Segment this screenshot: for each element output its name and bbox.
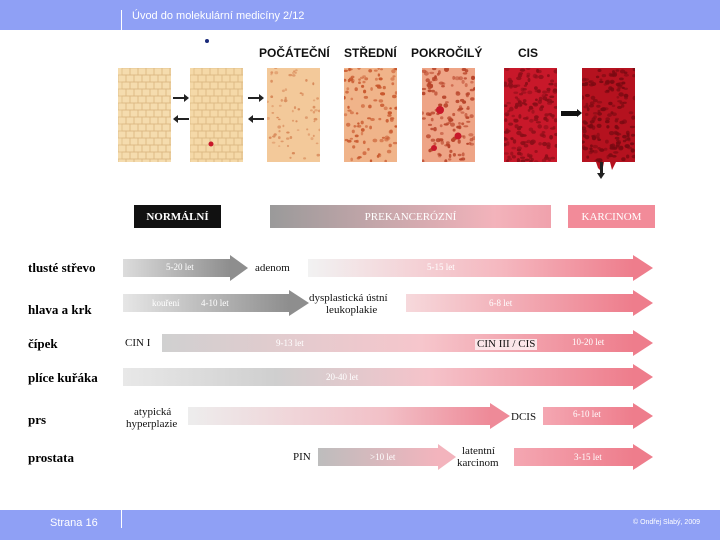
tissue-image-normal-2 — [190, 68, 243, 162]
footer-divider — [121, 510, 122, 528]
arrow-right-icon — [248, 94, 264, 102]
stage-label-cis: CIS — [518, 46, 539, 60]
interval-label: 3-15 let — [574, 452, 602, 462]
interval-label: 10-20 let — [572, 337, 605, 347]
progression-arrow — [123, 364, 653, 390]
progression-arrow — [308, 255, 653, 281]
interval-label: 20-40 let — [326, 372, 359, 382]
tissue-image-advanced — [422, 68, 475, 162]
interval-label: 9-13 let — [276, 338, 304, 348]
invasion-arrow-icon — [597, 162, 605, 179]
row-label-breast: prs — [28, 412, 47, 427]
stage-atypical-1: atypická — [134, 406, 172, 418]
phase-normal: NORMÁLNÍ — [134, 205, 221, 228]
stage-dcis: DCIS — [511, 411, 537, 423]
interval-label: 6-8 let — [489, 298, 513, 308]
stage-leukoplakia-2: leukoplakie — [326, 304, 378, 316]
risk-factor-label: kouření — [152, 298, 180, 308]
progression-arrow — [188, 403, 510, 429]
slide-header-title: Úvod do molekulární medicíny 2/12 — [132, 10, 305, 22]
arrow-left-icon — [248, 115, 264, 123]
progression-arrow — [318, 444, 456, 470]
stage-label-advanced: POKROČILÝ — [411, 46, 483, 60]
stage-latent-1: latentní — [462, 445, 495, 457]
phase-carcinoma: KARCINOM — [568, 205, 655, 228]
row-label-colon: tlusté střevo — [28, 260, 96, 275]
stage-pin: PIN — [293, 451, 311, 463]
stage-adenoma: adenom — [255, 262, 290, 274]
phase-precancerous: PREKANCERÓZNÍ — [270, 205, 551, 228]
row-label-smoker-lung: plíce kuřáka — [28, 370, 98, 385]
row-label-head-neck: hlava a krk — [28, 302, 92, 317]
stage-label-middle: STŘEDNÍ — [344, 46, 397, 60]
row-label-cervix: čípek — [28, 336, 58, 351]
tissue-image-carcinoma — [582, 68, 635, 172]
copyright-note: © Ondřej Slabý, 2009 — [632, 519, 700, 526]
arrow-left-icon — [173, 115, 189, 123]
progression-arrow — [514, 444, 653, 470]
progression-arrow-icon — [561, 109, 582, 117]
page-number: Strana 16 — [50, 517, 98, 529]
bullet-dot — [205, 39, 209, 43]
footer-bar: Strana 16 © Ondřej Slabý, 2009 — [0, 510, 720, 540]
stage-cin-3-cis: CIN III / CIS — [475, 338, 538, 350]
stage-leukoplakia-1: dysplastická ústní — [309, 292, 388, 304]
header-divider — [121, 10, 122, 30]
stage-cin-1: CIN I — [125, 337, 151, 349]
stage-latent-2: karcinom — [457, 457, 499, 469]
tissue-image-cis — [504, 68, 557, 162]
interval-label: 4-10 let — [201, 298, 229, 308]
stage-label-initial: POČÁTEČNÍ — [259, 46, 330, 60]
progression-arrow — [543, 403, 653, 429]
interval-label: 5-20 let — [166, 262, 194, 272]
stage-atypical-2: hyperplazie — [126, 418, 178, 430]
tissue-image-middle — [344, 68, 397, 162]
progression-arrow — [123, 255, 248, 281]
tissue-image-initial — [267, 68, 320, 162]
arrow-right-icon — [173, 94, 189, 102]
progression-arrow — [123, 290, 309, 316]
header-bar: Úvod do molekulární medicíny 2/12 — [0, 0, 720, 30]
progression-arrow — [406, 290, 653, 316]
interval-label: 5-15 let — [427, 262, 455, 272]
row-label-prostate: prostata — [28, 450, 74, 465]
interval-label: 6-10 let — [573, 409, 601, 419]
tissue-image-normal-1 — [118, 68, 171, 162]
interval-label: >10 let — [370, 452, 396, 462]
